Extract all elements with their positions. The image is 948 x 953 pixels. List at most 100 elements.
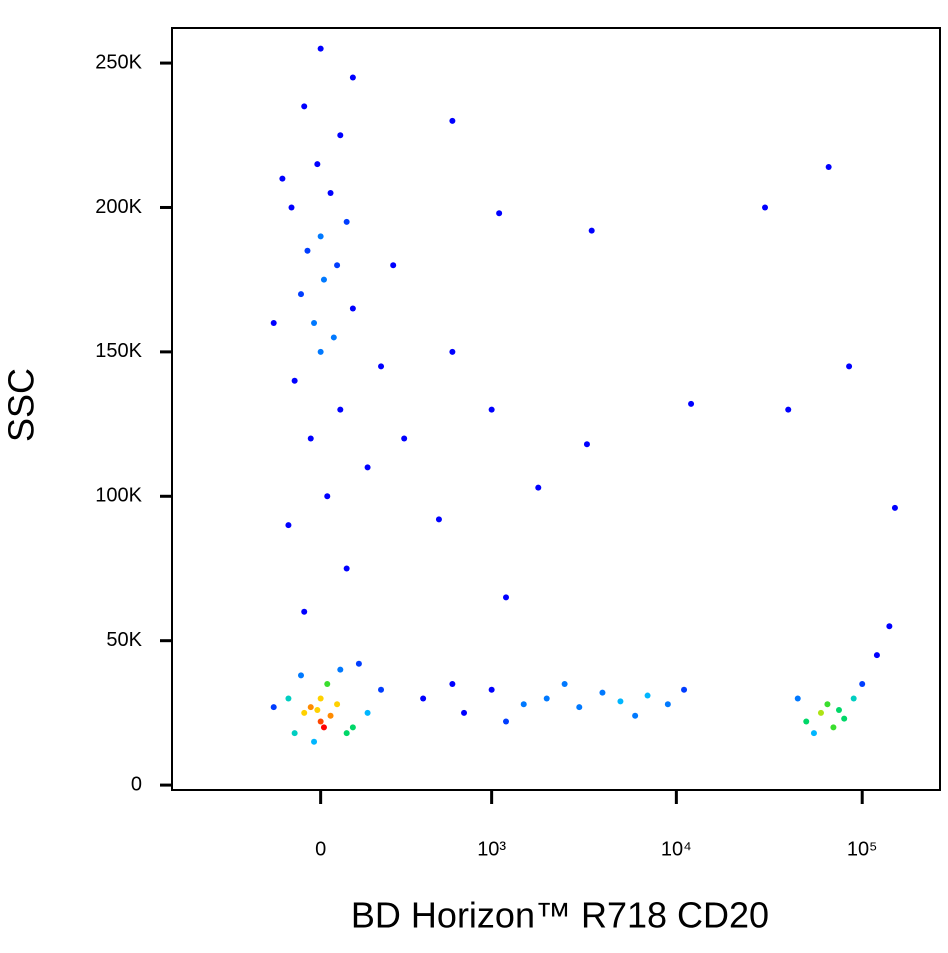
event-dot bbox=[435, 516, 442, 523]
event-dot bbox=[588, 227, 595, 234]
event-dot bbox=[520, 701, 527, 708]
event-dot bbox=[503, 718, 510, 725]
event-dot bbox=[803, 718, 810, 725]
event-dot bbox=[297, 672, 304, 679]
event-dot bbox=[535, 484, 542, 491]
event-dot bbox=[320, 276, 327, 283]
event-dot bbox=[343, 218, 350, 225]
event-dot bbox=[285, 695, 292, 702]
event-dot bbox=[334, 701, 341, 708]
event-dot bbox=[270, 319, 277, 326]
event-dot bbox=[488, 686, 495, 693]
event-dot bbox=[401, 435, 408, 442]
event-dot bbox=[317, 348, 324, 355]
x-tick-label: 0 bbox=[315, 838, 326, 860]
event-dot bbox=[291, 377, 298, 384]
event-dot bbox=[317, 45, 324, 52]
plot-frame bbox=[171, 27, 941, 791]
x-axis-label: BD Horizon™ R718 CD20 bbox=[351, 895, 769, 936]
event-dot bbox=[617, 698, 624, 705]
event-dot bbox=[830, 724, 837, 731]
event-dot bbox=[420, 695, 427, 702]
event-dot bbox=[307, 704, 314, 711]
event-dot bbox=[859, 681, 866, 688]
event-dot bbox=[825, 164, 832, 171]
event-dot bbox=[688, 400, 695, 407]
event-dot bbox=[304, 247, 311, 254]
event-dot bbox=[785, 406, 792, 413]
event-dot bbox=[461, 709, 468, 716]
event-dot bbox=[317, 233, 324, 240]
event-dot bbox=[488, 406, 495, 413]
event-dot bbox=[317, 718, 324, 725]
event-dot bbox=[311, 738, 318, 745]
x-tick-label: 10⁵ bbox=[847, 838, 878, 860]
event-dot bbox=[449, 348, 456, 355]
event-dot bbox=[561, 681, 568, 688]
event-dot bbox=[644, 692, 651, 699]
event-dot bbox=[503, 594, 510, 601]
event-dot bbox=[583, 441, 590, 448]
event-dot bbox=[681, 686, 688, 693]
event-dot bbox=[327, 190, 334, 197]
event-dot bbox=[543, 695, 550, 702]
event-dot bbox=[378, 686, 385, 693]
event-dot bbox=[886, 623, 893, 630]
y-tick-label: 50K bbox=[106, 629, 142, 651]
event-dot bbox=[349, 305, 356, 312]
event-dot bbox=[301, 608, 308, 615]
event-dot bbox=[330, 334, 337, 341]
event-dot bbox=[364, 709, 371, 716]
event-dot bbox=[337, 666, 344, 673]
event-dot bbox=[317, 695, 324, 702]
event-dot bbox=[378, 363, 385, 370]
event-dot bbox=[824, 701, 831, 708]
event-dot bbox=[279, 175, 286, 182]
event-dot bbox=[324, 681, 331, 688]
event-dot bbox=[327, 712, 334, 719]
y-tick-label: 250K bbox=[95, 51, 142, 73]
event-dot bbox=[835, 707, 842, 714]
event-dot bbox=[285, 522, 292, 529]
event-dot bbox=[307, 435, 314, 442]
event-dot bbox=[817, 709, 824, 716]
event-dot bbox=[334, 262, 341, 269]
event-dot bbox=[314, 161, 321, 168]
event-dot bbox=[324, 493, 331, 500]
event-dot bbox=[390, 262, 397, 269]
event-dot bbox=[873, 652, 880, 659]
event-dot bbox=[320, 724, 327, 731]
event-dot bbox=[337, 406, 344, 413]
y-tick-label: 200K bbox=[95, 196, 142, 218]
event-dot bbox=[314, 707, 321, 714]
event-dot bbox=[343, 730, 350, 737]
event-dot bbox=[349, 724, 356, 731]
event-dot bbox=[297, 291, 304, 298]
y-tick-label: 150K bbox=[95, 340, 142, 362]
event-dot bbox=[841, 715, 848, 722]
event-dot bbox=[355, 660, 362, 667]
event-dot bbox=[449, 681, 456, 688]
event-dot bbox=[364, 464, 371, 471]
event-dot bbox=[291, 730, 298, 737]
y-axis-label: SSC bbox=[1, 368, 42, 442]
y-tick-label: 100K bbox=[95, 485, 142, 507]
event-dot bbox=[664, 701, 671, 708]
event-dot bbox=[632, 712, 639, 719]
event-dot bbox=[576, 704, 583, 711]
x-tick-label: 10⁴ bbox=[661, 838, 692, 860]
event-dot bbox=[301, 103, 308, 110]
event-dot bbox=[270, 704, 277, 711]
x-tick-label: 10³ bbox=[477, 838, 506, 860]
y-tick-label: 0 bbox=[131, 773, 142, 795]
event-dot bbox=[850, 695, 857, 702]
event-dot bbox=[794, 695, 801, 702]
event-dot bbox=[311, 319, 318, 326]
event-dot bbox=[762, 204, 769, 211]
event-dot bbox=[343, 565, 350, 572]
event-dot bbox=[449, 117, 456, 124]
event-dot bbox=[496, 210, 503, 217]
event-dot bbox=[810, 730, 817, 737]
event-dot bbox=[599, 689, 606, 696]
